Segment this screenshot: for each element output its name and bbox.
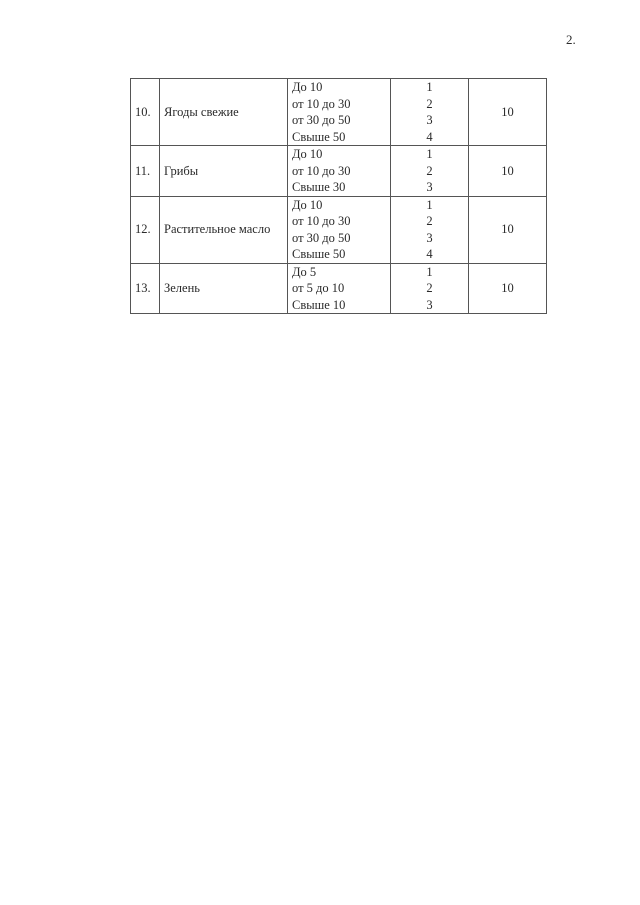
point-value: 1 xyxy=(426,264,433,279)
max-points: 10 xyxy=(468,262,547,314)
max-points: 10 xyxy=(468,78,547,146)
range-line: До 10 xyxy=(292,197,323,212)
point-value: 1 xyxy=(426,147,433,161)
point-value: 2 xyxy=(426,214,433,228)
range-line: от 10 до 30 xyxy=(292,96,351,111)
product-name: Ягоды свежие xyxy=(159,78,288,146)
points-cell: 1 2 3 4 xyxy=(390,195,469,264)
range-cell: До 10 от 10 до 30 Свыше 30 xyxy=(287,145,391,197)
range-line: Свыше 10 xyxy=(292,297,346,312)
range-line: До 10 xyxy=(292,147,323,161)
range-line: от 10 до 30 xyxy=(292,163,351,178)
scoring-table: 10. Ягоды свежие До 10 от 10 до 30 от 30 до … xyxy=(130,78,547,314)
points-cell: 1 2 3 xyxy=(390,262,469,314)
page-number: 2. xyxy=(566,32,576,47)
product-name: Растительное масло xyxy=(159,195,288,264)
row-number: 13. xyxy=(130,262,160,314)
points-cell: 1 2 3 xyxy=(390,145,469,197)
range-cell: До 10 от 10 до 30 от 30 до 50 Свыше 50 xyxy=(287,195,391,264)
range-line: от 10 до 30 xyxy=(292,214,351,228)
point-value: 1 xyxy=(426,197,433,212)
points-cell: 1 2 3 4 xyxy=(390,78,469,146)
range-line: от 30 до 50 xyxy=(292,230,351,245)
point-value: 4 xyxy=(426,247,433,261)
point-value: 3 xyxy=(426,297,433,312)
range-cell: До 5 от 5 до 10 Свыше 10 xyxy=(287,262,391,314)
range-line: Свыше 50 xyxy=(292,129,346,144)
table-row: 11. Грибы До 10 от 10 до 30 Свыше 30 1 2 3 10 xyxy=(130,145,547,197)
point-value: 3 xyxy=(426,230,433,245)
point-value: 2 xyxy=(426,163,433,178)
range-cell: До 10 от 10 до 30 от 30 до 50 Свыше 50 xyxy=(287,78,391,146)
range-line: от 5 до 10 xyxy=(292,281,345,295)
range-line: До 10 xyxy=(292,80,323,94)
point-value: 1 xyxy=(426,80,433,94)
product-name: Зелень xyxy=(159,262,288,314)
point-value: 2 xyxy=(426,96,433,111)
table-row: 10. Ягоды свежие До 10 от 10 до 30 от 30 до … xyxy=(130,78,547,146)
point-value: 3 xyxy=(426,113,433,127)
max-points: 10 xyxy=(468,145,547,197)
range-line: До 5 xyxy=(292,264,317,279)
point-value: 4 xyxy=(426,129,433,144)
row-number: 10. xyxy=(130,78,160,146)
point-value: 2 xyxy=(426,281,433,295)
product-name: Грибы xyxy=(159,145,288,197)
range-line: Свыше 30 xyxy=(292,180,346,194)
point-value: 3 xyxy=(426,180,433,194)
table-row: 12. Растительное масло До 10 от 10 до 30 от … xyxy=(130,195,547,264)
max-points: 10 xyxy=(468,195,547,264)
table-row: 13. Зелень До 5 от 5 до 10 Свыше 10 1 2 3 10 xyxy=(130,262,547,314)
row-number: 11. xyxy=(130,145,160,197)
range-line: от 30 до 50 xyxy=(292,113,351,127)
range-line: Свыше 50 xyxy=(292,247,346,261)
row-number: 12. xyxy=(130,195,160,264)
